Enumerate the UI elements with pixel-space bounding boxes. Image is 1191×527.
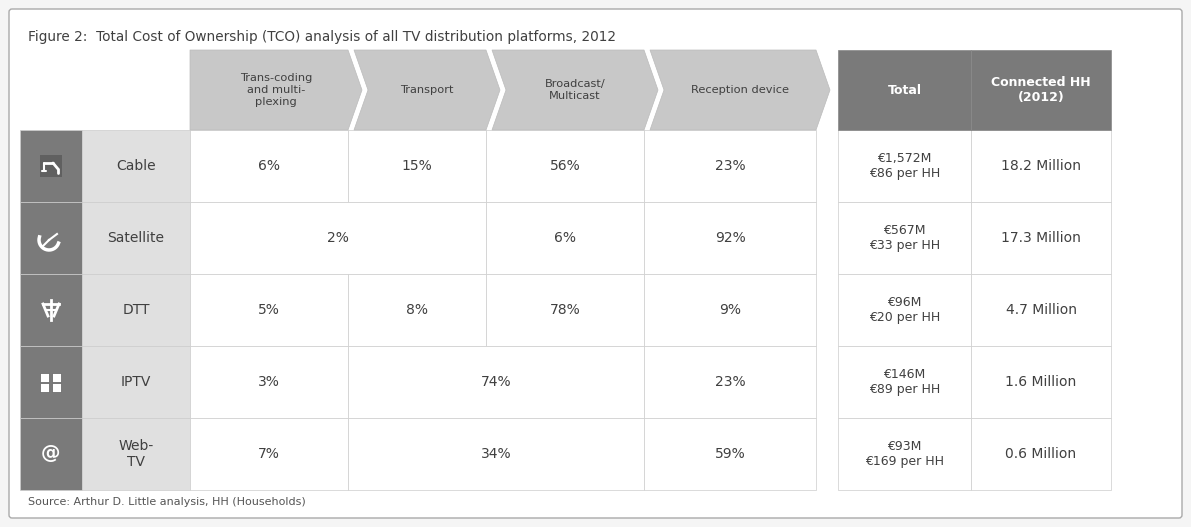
- Text: 74%: 74%: [481, 375, 511, 389]
- PathPatch shape: [354, 50, 500, 130]
- Bar: [82, 418, 191, 490]
- Text: 9%: 9%: [719, 303, 741, 317]
- Text: Trans-coding
and multi-
plexing: Trans-coding and multi- plexing: [239, 73, 312, 106]
- Bar: [20, 50, 191, 130]
- Bar: [486, 202, 644, 274]
- Bar: [348, 274, 486, 346]
- Bar: [191, 202, 486, 274]
- Text: Broadcast/
Multicast: Broadcast/ Multicast: [544, 79, 605, 101]
- Text: €146M
€89 per HH: €146M €89 per HH: [869, 368, 940, 396]
- Bar: [20, 130, 82, 202]
- Bar: [40, 383, 49, 392]
- Bar: [838, 274, 971, 346]
- Bar: [20, 202, 82, 274]
- Text: @: @: [42, 444, 61, 464]
- Text: 3%: 3%: [258, 375, 280, 389]
- Text: 7%: 7%: [258, 447, 280, 461]
- Text: 18.2 Million: 18.2 Million: [1000, 159, 1081, 173]
- Bar: [40, 373, 49, 382]
- Bar: [191, 130, 348, 202]
- Bar: [348, 346, 644, 418]
- Bar: [971, 418, 1111, 490]
- Bar: [486, 130, 644, 202]
- Text: Total: Total: [887, 83, 922, 96]
- Text: 23%: 23%: [715, 159, 746, 173]
- Text: 6%: 6%: [258, 159, 280, 173]
- Text: DTT: DTT: [123, 303, 150, 317]
- Bar: [644, 346, 816, 418]
- Bar: [82, 130, 191, 202]
- Text: €93M
€169 per HH: €93M €169 per HH: [865, 440, 944, 468]
- Text: 5%: 5%: [258, 303, 280, 317]
- Bar: [348, 418, 644, 490]
- Bar: [191, 274, 348, 346]
- PathPatch shape: [191, 50, 362, 130]
- Bar: [838, 130, 971, 202]
- Text: 2%: 2%: [328, 231, 349, 245]
- Text: Reception device: Reception device: [691, 85, 788, 95]
- Bar: [971, 50, 1111, 130]
- Text: 92%: 92%: [715, 231, 746, 245]
- Text: Cable: Cable: [117, 159, 156, 173]
- Text: Transport: Transport: [400, 85, 454, 95]
- Bar: [486, 274, 644, 346]
- Text: Connected HH
(2012): Connected HH (2012): [991, 76, 1091, 104]
- Text: 59%: 59%: [715, 447, 746, 461]
- Bar: [82, 202, 191, 274]
- Text: 56%: 56%: [549, 159, 580, 173]
- Bar: [348, 130, 486, 202]
- Bar: [52, 373, 61, 382]
- Bar: [971, 346, 1111, 418]
- Bar: [52, 383, 61, 392]
- Text: €567M
€33 per HH: €567M €33 per HH: [869, 224, 940, 252]
- Bar: [644, 418, 816, 490]
- Text: 6%: 6%: [554, 231, 576, 245]
- Bar: [40, 155, 62, 177]
- PathPatch shape: [492, 50, 657, 130]
- Text: Satellite: Satellite: [107, 231, 164, 245]
- Bar: [20, 418, 82, 490]
- Bar: [82, 346, 191, 418]
- Text: €96M
€20 per HH: €96M €20 per HH: [869, 296, 940, 324]
- PathPatch shape: [650, 50, 830, 130]
- Bar: [838, 346, 971, 418]
- Text: Source: Arthur D. Little analysis, HH (Households): Source: Arthur D. Little analysis, HH (H…: [29, 497, 306, 507]
- Text: 78%: 78%: [549, 303, 580, 317]
- Bar: [644, 202, 816, 274]
- Text: Web-
TV: Web- TV: [118, 439, 154, 469]
- Bar: [644, 130, 816, 202]
- Text: 23%: 23%: [715, 375, 746, 389]
- Bar: [838, 202, 971, 274]
- Bar: [20, 346, 82, 418]
- Bar: [191, 418, 348, 490]
- Bar: [838, 418, 971, 490]
- Text: 4.7 Million: 4.7 Million: [1005, 303, 1077, 317]
- Bar: [82, 274, 191, 346]
- Bar: [971, 202, 1111, 274]
- Text: 0.6 Million: 0.6 Million: [1005, 447, 1077, 461]
- Bar: [644, 274, 816, 346]
- Bar: [971, 130, 1111, 202]
- Text: 8%: 8%: [406, 303, 428, 317]
- Text: €1,572M
€86 per HH: €1,572M €86 per HH: [869, 152, 940, 180]
- Text: 15%: 15%: [401, 159, 432, 173]
- Text: 17.3 Million: 17.3 Million: [1002, 231, 1081, 245]
- Bar: [971, 274, 1111, 346]
- Text: 34%: 34%: [481, 447, 511, 461]
- Text: IPTV: IPTV: [120, 375, 151, 389]
- FancyBboxPatch shape: [10, 9, 1181, 518]
- Text: Figure 2:  Total Cost of Ownership (TCO) analysis of all TV distribution platfor: Figure 2: Total Cost of Ownership (TCO) …: [29, 30, 616, 44]
- Bar: [838, 50, 971, 130]
- Bar: [191, 346, 348, 418]
- Text: 1.6 Million: 1.6 Million: [1005, 375, 1077, 389]
- Bar: [20, 274, 82, 346]
